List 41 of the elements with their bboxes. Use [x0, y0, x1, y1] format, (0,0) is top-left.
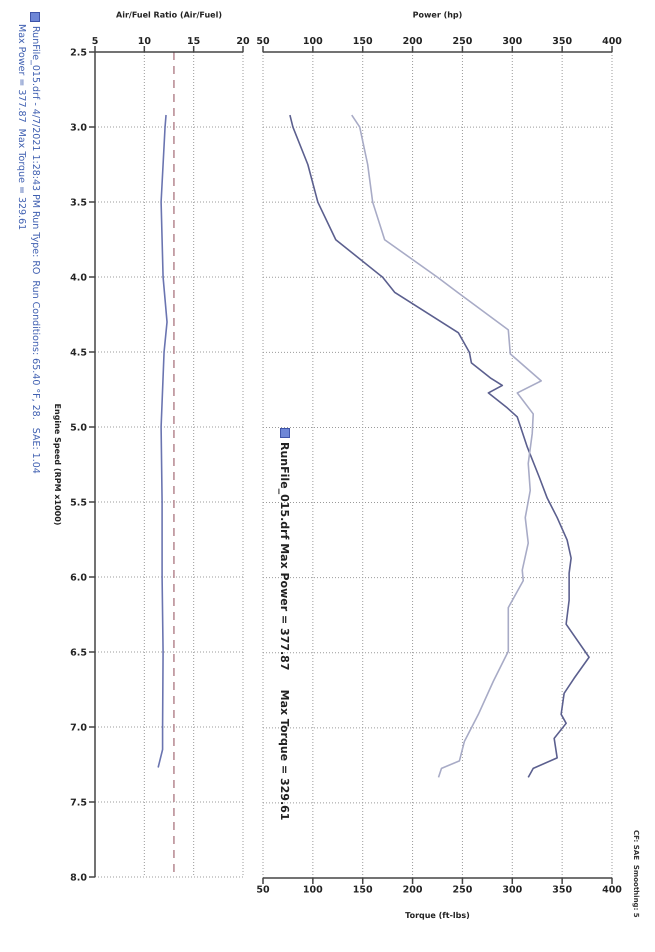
x2-tick-label: 50 — [256, 884, 270, 896]
y-tick-label: 4.0 — [70, 272, 88, 284]
y-tick-label: 6.0 — [70, 572, 88, 584]
x-tick-label: 50 — [256, 36, 270, 47]
x2-tick-label: 400 — [602, 884, 622, 896]
y-tick-label: 7.5 — [70, 797, 87, 808]
text: Max Power = 377.87 Max Torque = 329.61 — [15, 24, 28, 230]
y-axis-title: Engine Speed (RPM x1000) — [53, 404, 62, 526]
x2-tick-label: 150 — [352, 884, 374, 896]
y-tick-label: 6.5 — [70, 647, 87, 658]
y-tick-label: 4.5 — [70, 347, 87, 358]
x-tick-label: 300 — [502, 36, 523, 47]
y-tick-label: 7.0 — [70, 722, 88, 734]
x2-tick-label: 300 — [502, 884, 523, 896]
y-tick-label: 3.0 — [70, 122, 88, 134]
x-tick-label: 200 — [402, 36, 423, 47]
line-series — [157, 114, 168, 768]
x-tick-label: 150 — [352, 36, 374, 47]
x-tick-label: 15 — [187, 36, 200, 47]
y-tick-label: 8.0 — [70, 872, 88, 884]
y-tick-label: 5.5 — [70, 497, 87, 508]
x2-axis-title: Power (hp) — [412, 10, 462, 20]
text: SAE: 1.04 — [30, 428, 41, 474]
text: RunFile_015.drf - 4/7/2021 1:28:43 PM Run Type: RO Run Conditions: 65.40 °F, 28. — [30, 26, 41, 420]
x-axis-title: Air/Fuel Ratio (Air/Fuel) — [116, 10, 222, 20]
x-tick-label: 400 — [602, 36, 622, 47]
x-axis-title: Torque (ft-lbs) — [405, 911, 470, 920]
y-tick-label: 2.5 — [70, 47, 87, 58]
y-tick-label: 5.0 — [70, 422, 88, 434]
y-tick-label: 3.5 — [70, 197, 87, 208]
x2-tick-label: 350 — [552, 884, 572, 896]
x-tick-label: 10 — [138, 36, 152, 47]
x2-tick-label: 100 — [302, 884, 324, 896]
annotation: RunFile_015.drf Max Power = 377.87 Max Torque = 329.61 — [278, 442, 291, 820]
x2-tick-label: 250 — [452, 884, 473, 896]
x-tick-label: 350 — [552, 36, 572, 47]
x-tick-label: 5 — [92, 36, 98, 47]
x2-tick-label: 200 — [402, 884, 423, 896]
x-tick-label: 100 — [302, 36, 324, 47]
x-tick-label: 20 — [236, 36, 250, 47]
x-tick-label: 250 — [452, 36, 473, 47]
